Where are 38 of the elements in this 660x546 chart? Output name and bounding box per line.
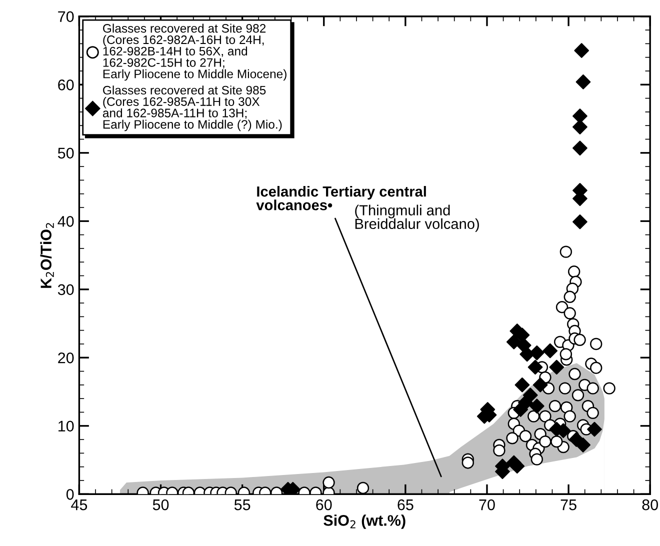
point <box>576 438 590 452</box>
legend-label: Glasses recovered at Site 985 (Cores 162-985A-11H to 30X and 162-985A-11H to 13H; Early Pliocene to Middle (?) Mio.) <box>102 86 282 132</box>
x-tick-label: 70 <box>479 499 495 510</box>
x-tick-label: 75 <box>560 500 576 510</box>
point <box>572 214 588 230</box>
x-axis-title: SiO$_{2}$ (wt.%) <box>324 514 406 529</box>
point <box>529 398 544 414</box>
point <box>574 43 590 58</box>
point <box>572 120 588 134</box>
y-tick-label: 0 <box>66 489 74 500</box>
y-tick-label: 20 <box>58 352 74 364</box>
point <box>513 402 528 417</box>
point <box>587 422 602 437</box>
y-tick-label: 50 <box>58 148 74 159</box>
y-tick-label: 30 <box>58 284 74 296</box>
y-axis-title: K$_{2}$O/TiO$_{2}$ <box>40 223 54 288</box>
x-tick-label: 80 <box>642 499 658 510</box>
y-tick-label: 60 <box>58 80 74 90</box>
y-tick-label: 70 <box>58 11 74 22</box>
y-tick-label: 10 <box>58 420 74 432</box>
point <box>542 343 558 358</box>
point <box>576 74 591 90</box>
point <box>572 140 588 156</box>
point <box>514 378 530 392</box>
point <box>572 108 588 124</box>
point <box>532 378 548 392</box>
point <box>510 458 525 474</box>
point <box>520 346 535 362</box>
x-tick-label: 45 <box>71 500 88 510</box>
y-tick-label: 40 <box>58 216 74 227</box>
x-tick-label: 65 <box>398 499 414 510</box>
x-tick-label: 55 <box>234 500 250 510</box>
point <box>549 360 564 375</box>
x-tick-label: 50 <box>152 499 169 510</box>
x-tick-label: 60 <box>316 499 332 510</box>
point <box>528 360 543 375</box>
point <box>506 334 522 350</box>
legend-label: Glasses recovered at Site 982 (Cores 162-982A-16H to 24H, 162-982B-14H to 56X, and 162-982C-15H to 27H; Early Pliocene to Middle Miocene) <box>103 24 286 81</box>
